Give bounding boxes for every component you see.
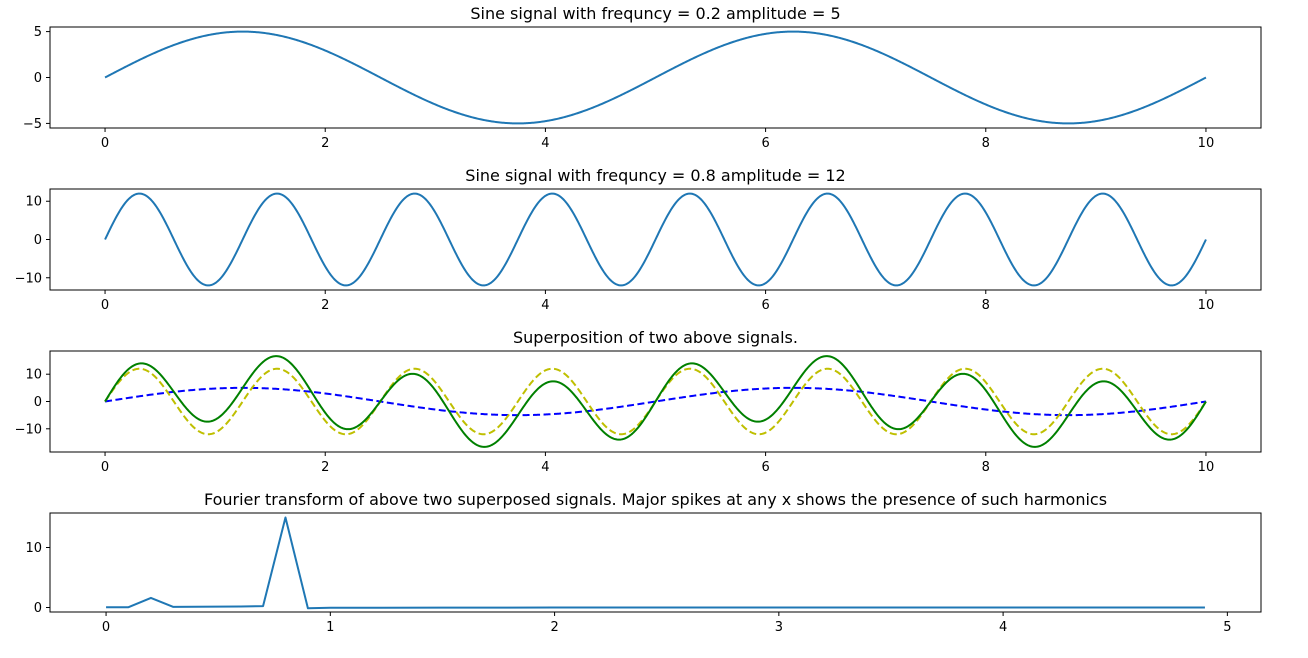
x-tick-label: 0	[102, 620, 110, 635]
x-tick-label: 8	[982, 460, 990, 475]
x-tick-label: 6	[761, 460, 769, 475]
series-group	[104, 192, 1207, 287]
x-tick-label: 4	[541, 298, 549, 313]
y-tick-label: 10	[25, 195, 42, 210]
x-tick-label: 3	[775, 620, 783, 635]
x-tick-label: 5	[1223, 620, 1231, 635]
x-tick-label: 0	[101, 298, 109, 313]
x-tick-label: 6	[761, 136, 769, 151]
series-line-1	[104, 386, 1207, 417]
series-line-2	[104, 367, 1207, 436]
x-tick-label: 10	[1198, 298, 1215, 313]
x-tick-label: 10	[1198, 136, 1215, 151]
series-line-3	[104, 355, 1207, 448]
series-line-1	[104, 30, 1207, 125]
x-tick-label: 0	[101, 136, 109, 151]
y-tick-label: 0	[34, 601, 42, 616]
x-tick-label: 10	[1198, 460, 1215, 475]
y-tick-label: 5	[34, 25, 42, 40]
x-tick-label: 2	[321, 136, 329, 151]
y-tick-label: 0	[34, 233, 42, 248]
subplot-1: Sine signal with frequncy = 0.2 amplitud…	[23, 4, 1262, 151]
subplot-4: Fourier transform of above two superpose…	[25, 490, 1262, 635]
x-tick-label: 6	[761, 298, 769, 313]
y-tick-label: −10	[15, 271, 42, 286]
x-tick-label: 4	[541, 460, 549, 475]
x-tick-label: 4	[999, 620, 1007, 635]
subplot-title: Sine signal with frequncy = 0.2 amplitud…	[470, 4, 840, 23]
x-tick-label: 2	[321, 460, 329, 475]
series-group	[106, 516, 1205, 610]
series-line-1	[106, 516, 1205, 610]
series-group	[104, 355, 1207, 448]
x-tick-label: 2	[321, 298, 329, 313]
x-tick-label: 8	[982, 298, 990, 313]
x-tick-label: 2	[550, 620, 558, 635]
subplot-title: Fourier transform of above two superpose…	[204, 490, 1107, 509]
y-tick-label: 10	[25, 368, 42, 383]
y-tick-label: −5	[23, 117, 42, 132]
axes-frame	[49, 512, 1262, 613]
x-tick-label: 0	[101, 460, 109, 475]
y-tick-label: 0	[34, 71, 42, 86]
x-tick-label: 4	[541, 136, 549, 151]
series-line-1	[104, 192, 1207, 287]
x-tick-label: 8	[982, 136, 990, 151]
subplots: Sine signal with frequncy = 0.2 amplitud…	[15, 4, 1262, 635]
series-group	[104, 30, 1207, 125]
subplot-title: Sine signal with frequncy = 0.8 amplitud…	[465, 166, 845, 185]
y-tick-label: 10	[25, 541, 42, 556]
x-tick-label: 1	[326, 620, 334, 635]
subplot-2: Sine signal with frequncy = 0.8 amplitud…	[15, 166, 1262, 313]
y-tick-label: 0	[34, 395, 42, 410]
subplot-title: Superposition of two above signals.	[513, 328, 798, 347]
subplot-3: Superposition of two above signals. 0 2 4 6 8…	[15, 328, 1262, 475]
y-tick-label: −10	[15, 422, 42, 437]
